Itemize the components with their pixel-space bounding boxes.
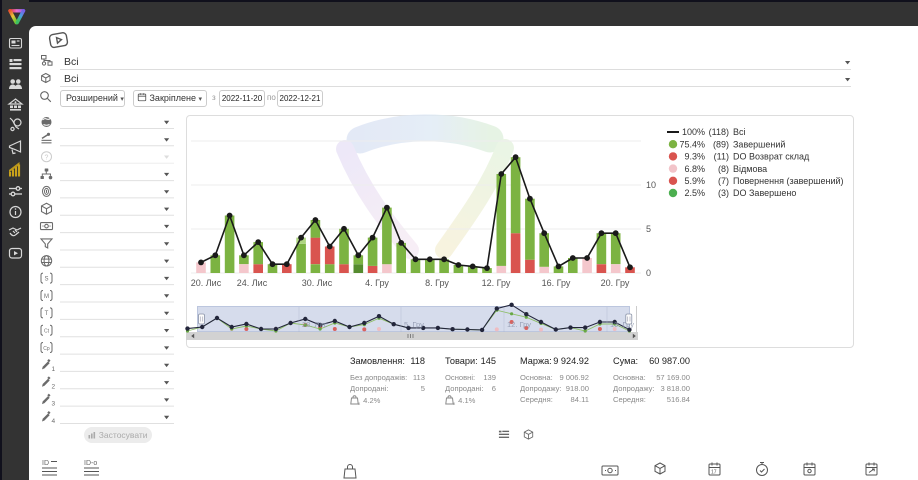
svg-text:ID: ID <box>42 460 49 467</box>
svg-text:Повернення (завершений): Повернення (завершений) <box>733 176 844 186</box>
svg-text:12. Гру: 12. Гру <box>507 320 531 329</box>
svg-text:2: 2 <box>52 383 56 390</box>
svg-text:4: 4 <box>52 418 56 425</box>
svg-text:16. Гру: 16. Гру <box>542 278 571 288</box>
svg-text:x: x <box>358 401 361 405</box>
svg-text:75.4%: 75.4% <box>679 139 705 149</box>
svg-text:20. Гру: 20. Гру <box>601 278 630 288</box>
svg-text:5. Гру: 5. Гру <box>404 320 424 329</box>
svg-text:Ct: Ct <box>44 329 50 335</box>
svg-text:3: 3 <box>52 401 56 408</box>
svg-text:19. Гру: 19. Гру <box>610 320 634 329</box>
svg-text:24. Лис: 24. Лис <box>237 278 268 288</box>
svg-text:Всі: Всі <box>64 73 79 85</box>
svg-text:M: M <box>44 294 49 300</box>
svg-text:10: 10 <box>646 180 656 190</box>
svg-text:12. Гру: 12. Гру <box>482 278 511 288</box>
svg-text:9.3%: 9.3% <box>684 152 705 162</box>
svg-text:DO Завершено: DO Завершено <box>733 188 796 198</box>
svg-text:(3): (3) <box>718 188 729 198</box>
svg-text:x: x <box>453 401 456 405</box>
svg-text:S: S <box>44 276 48 282</box>
svg-text:1: 1 <box>52 366 56 373</box>
svg-text:20. Лис: 20. Лис <box>191 278 222 288</box>
svg-text:(8): (8) <box>718 164 729 174</box>
svg-text:Відмова: Відмова <box>733 164 767 174</box>
svg-text:8. Гру: 8. Гру <box>425 278 449 288</box>
svg-text:T: T <box>45 311 49 317</box>
svg-text:17: 17 <box>711 470 717 476</box>
svg-text:DO Возврат склад: DO Возврат склад <box>733 152 810 162</box>
svg-text:?: ? <box>45 155 49 162</box>
svg-text:5.9%: 5.9% <box>684 176 705 186</box>
svg-text:(11): (11) <box>714 152 729 162</box>
svg-text:100%: 100% <box>682 127 705 137</box>
svg-text:30. Лис: 30. Лис <box>302 278 333 288</box>
svg-text:4. Гру: 4. Гру <box>365 278 389 288</box>
svg-text:28. Лис: 28. Лис <box>302 320 328 329</box>
svg-text:2.5%: 2.5% <box>684 188 705 198</box>
svg-text:(89): (89) <box>713 139 729 149</box>
svg-text:Завершений: Завершений <box>733 139 785 149</box>
svg-text:(118): (118) <box>709 127 729 137</box>
svg-text:ID-o: ID-o <box>84 460 97 467</box>
svg-text:Всі: Всі <box>733 127 746 137</box>
svg-text:Всі: Всі <box>64 56 79 68</box>
svg-text:(7): (7) <box>718 176 729 186</box>
svg-text:0: 0 <box>646 268 651 278</box>
svg-text:6.8%: 6.8% <box>684 164 705 174</box>
svg-text:Cp: Cp <box>43 346 50 352</box>
svg-text:5: 5 <box>646 224 651 234</box>
